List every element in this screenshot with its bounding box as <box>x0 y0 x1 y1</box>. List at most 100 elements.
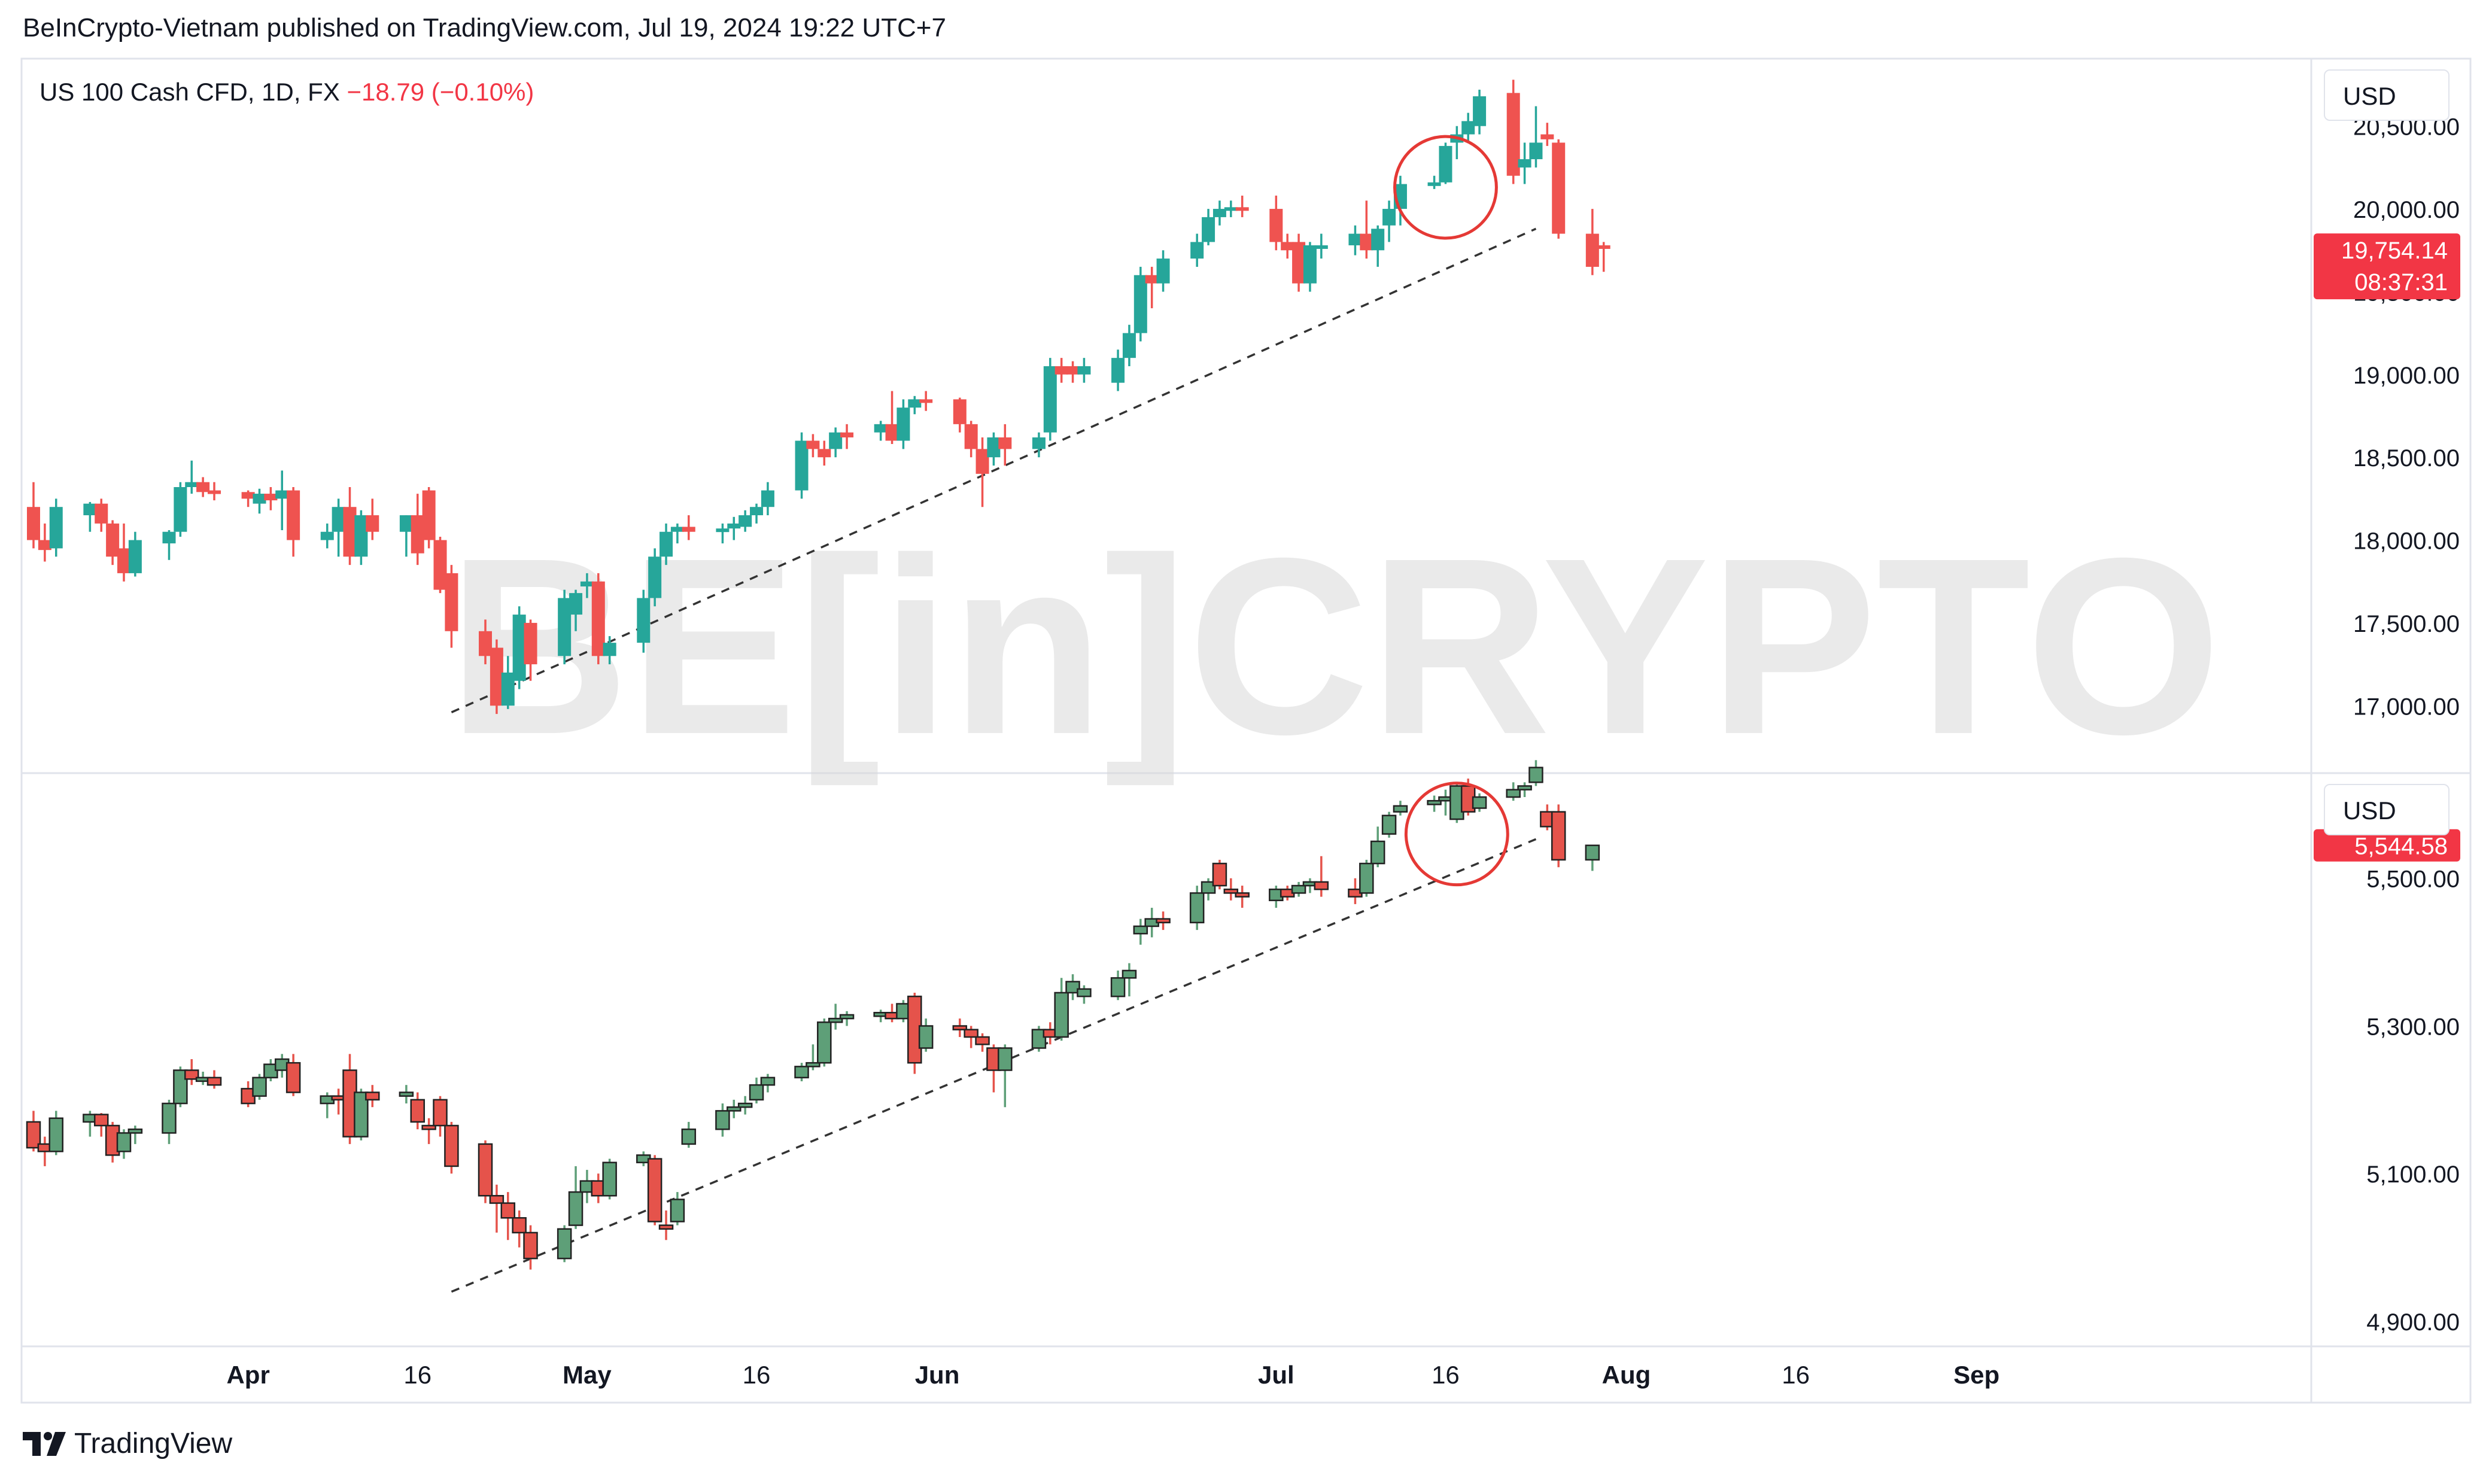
candle <box>1043 358 1057 441</box>
candle-body <box>1381 814 1397 835</box>
candle <box>411 494 424 565</box>
candle-body <box>580 581 594 587</box>
candle-body <box>208 490 221 494</box>
x-tick-label: Apr <box>226 1361 269 1389</box>
candle <box>1540 123 1554 146</box>
candle-body <box>174 487 187 532</box>
candle <box>196 477 210 497</box>
candle-body <box>795 440 809 491</box>
candle-body <box>918 1025 934 1049</box>
candle-body <box>739 515 752 527</box>
candle <box>1439 142 1452 184</box>
y-tick-label: 5,500.00 <box>2366 866 2460 893</box>
candle <box>365 1085 380 1108</box>
candle <box>1303 242 1317 292</box>
candle <box>105 1121 120 1163</box>
candle <box>1133 919 1148 945</box>
candle <box>479 619 493 665</box>
candle-body <box>94 1114 109 1127</box>
candle <box>478 1140 493 1203</box>
y-tick-label: 17,000.00 <box>2353 694 2460 720</box>
candle <box>1054 358 1068 383</box>
candle <box>918 1018 934 1052</box>
candle-body <box>1427 799 1442 805</box>
currency-button-bottom[interactable]: USD <box>2324 784 2450 835</box>
currency-button-top[interactable]: USD <box>2324 69 2450 121</box>
candle-body <box>343 507 357 557</box>
candle <box>975 1033 990 1052</box>
candle-body <box>557 1228 572 1260</box>
candle <box>1077 985 1092 1004</box>
candle-body <box>83 503 97 516</box>
candle-body <box>264 494 278 501</box>
candle-body <box>184 1069 199 1080</box>
candle <box>366 498 379 540</box>
candle <box>1065 974 1080 1001</box>
candle-body <box>817 1021 832 1064</box>
tradingview-logo-icon <box>23 1431 66 1456</box>
highlight-circle <box>1393 135 1498 240</box>
candle-body <box>727 1106 741 1112</box>
candle-body <box>253 494 266 504</box>
candle-body <box>1212 209 1226 217</box>
candle <box>1066 361 1080 383</box>
candle <box>1473 89 1487 135</box>
candle-body <box>422 490 436 540</box>
candle-body <box>829 432 843 449</box>
candle <box>660 523 673 565</box>
candle-body <box>750 507 764 516</box>
candle-body <box>1506 93 1520 176</box>
y-tick-label: 17,500.00 <box>2353 611 2460 637</box>
candle <box>739 510 752 532</box>
candle-body <box>173 1069 188 1105</box>
candle <box>602 1158 617 1200</box>
last-price-label-bg <box>2314 233 2460 300</box>
y-tick-label: 18,000.00 <box>2353 528 2460 555</box>
candle-body <box>185 482 199 487</box>
candle-body <box>1122 333 1136 358</box>
candle-body <box>445 573 458 631</box>
tradingview-logo[interactable]: TradingView <box>23 1427 232 1460</box>
candle <box>184 1059 199 1085</box>
candle <box>761 482 774 516</box>
candle <box>206 1070 222 1089</box>
candle-body <box>1223 888 1239 894</box>
candle-body <box>806 1062 820 1068</box>
tradingview-brand-text: TradingView <box>74 1428 233 1459</box>
candle <box>38 523 51 562</box>
candle <box>1360 200 1373 259</box>
y-tick-label: 5,100.00 <box>2366 1161 2460 1188</box>
candle <box>1212 200 1226 226</box>
candle-body <box>670 527 684 532</box>
candle-body <box>287 490 300 540</box>
candle <box>1235 886 1250 908</box>
candle <box>253 488 266 514</box>
candle <box>264 487 278 510</box>
candle-body <box>433 540 447 590</box>
candle <box>998 1044 1013 1108</box>
candle <box>998 424 1012 466</box>
candle <box>354 510 368 565</box>
candle-body <box>501 672 515 706</box>
candle <box>579 1170 595 1203</box>
candle-body <box>1281 242 1294 251</box>
candle <box>94 1113 109 1137</box>
candle <box>37 1136 53 1166</box>
candle-body <box>354 515 368 557</box>
candle <box>896 399 910 449</box>
candle <box>1551 804 1566 868</box>
candle <box>1269 886 1284 908</box>
candle <box>557 1225 572 1263</box>
candle-body <box>1043 366 1057 433</box>
candle <box>27 482 40 549</box>
candle-body <box>1552 142 1566 234</box>
candle <box>117 523 131 582</box>
candle <box>263 1059 278 1082</box>
candle-body <box>1032 437 1046 449</box>
candle-body <box>761 490 774 507</box>
symbol-legend[interactable]: US 100 Cash CFD, 1D, FX −18.79 (−0.10%) <box>39 78 534 107</box>
candle <box>26 1111 41 1152</box>
candle <box>1201 878 1216 901</box>
candle <box>1189 886 1205 930</box>
